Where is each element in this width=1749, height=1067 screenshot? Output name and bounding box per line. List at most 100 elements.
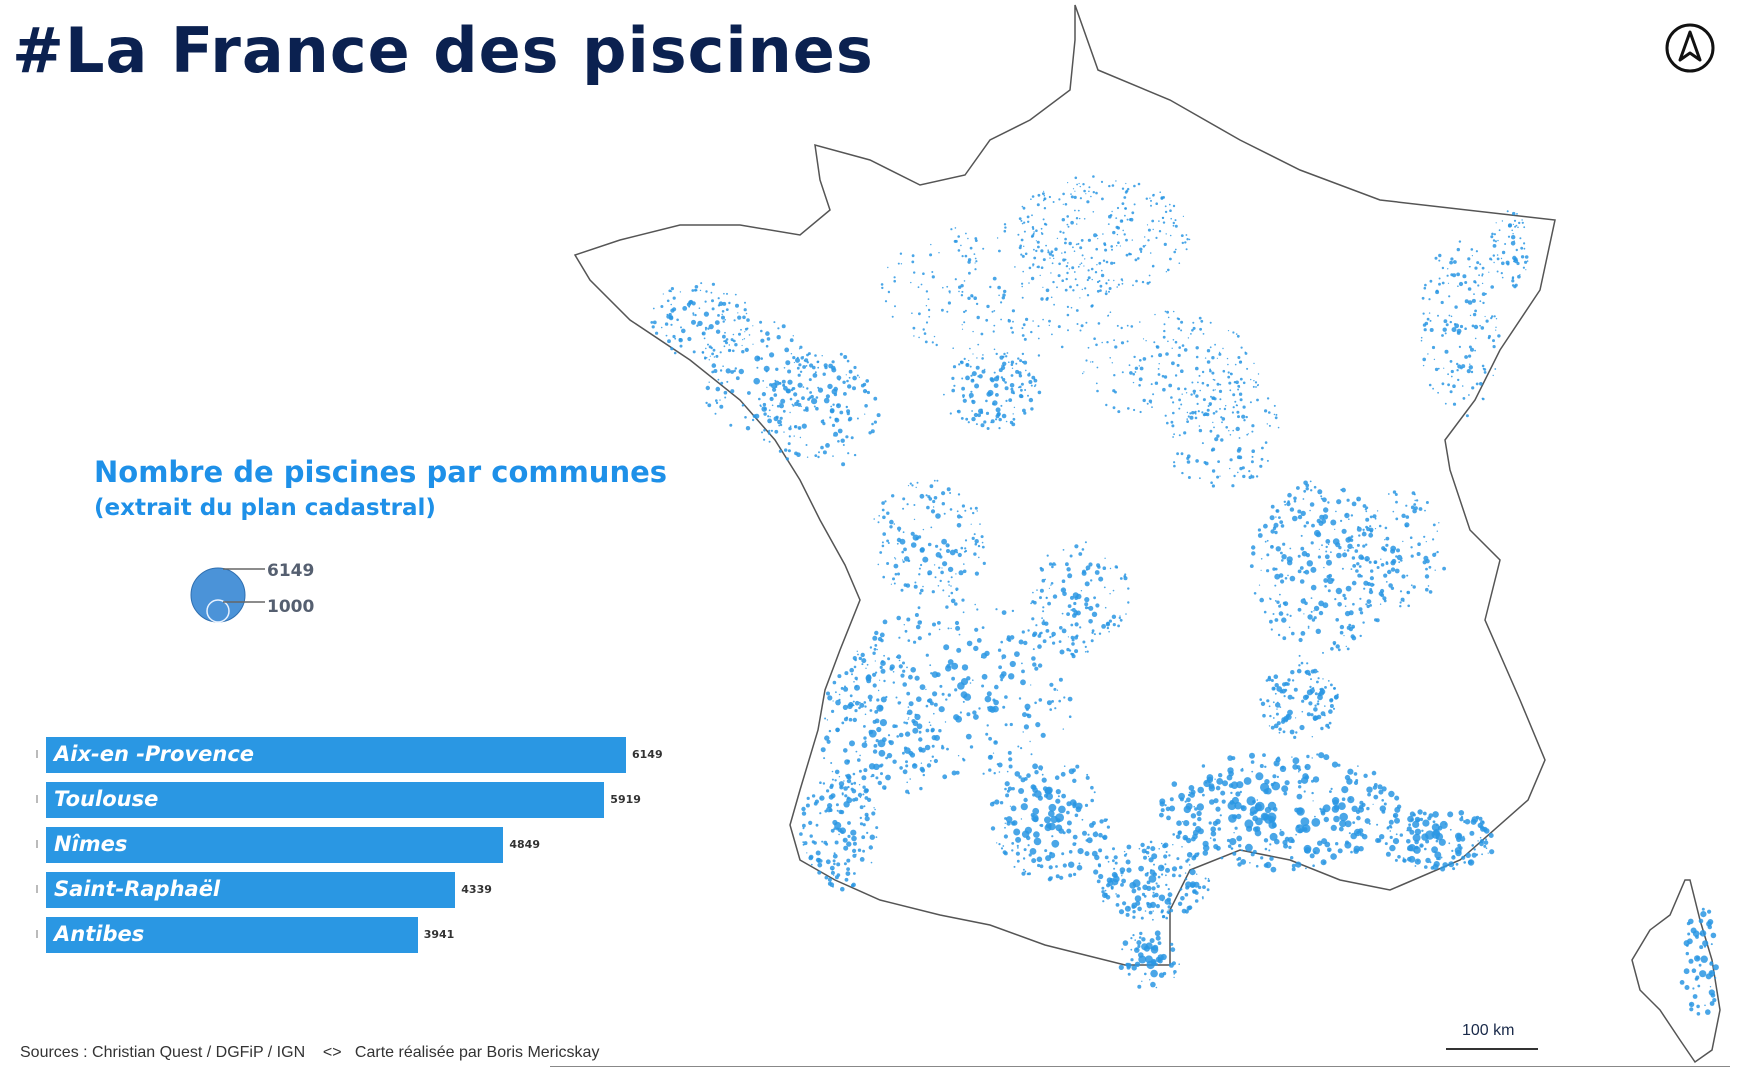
- pool-symbol: [1305, 867, 1307, 870]
- pool-symbol: [1239, 377, 1243, 381]
- pool-symbol: [823, 840, 828, 845]
- pool-symbol: [1362, 544, 1366, 548]
- pool-symbol: [1137, 984, 1142, 989]
- pool-symbol: [1301, 710, 1304, 713]
- pool-symbol: [1131, 211, 1135, 215]
- pool-symbol: [1446, 274, 1449, 277]
- pool-symbol: [1167, 911, 1171, 915]
- pool-symbol: [1273, 404, 1276, 407]
- pool-symbol: [963, 357, 966, 360]
- pool-symbol: [1251, 455, 1254, 458]
- pool-symbol: [833, 852, 836, 855]
- pool-symbol: [1066, 305, 1069, 308]
- pool-symbol: [846, 379, 849, 383]
- pool-symbol: [1219, 398, 1222, 401]
- pool-symbol: [819, 795, 825, 801]
- pool-symbol: [1087, 276, 1091, 280]
- pool-symbol: [976, 357, 978, 359]
- pool-symbol: [916, 696, 922, 702]
- pool-symbol: [1158, 220, 1160, 222]
- pool-symbol: [1172, 436, 1174, 438]
- pool-symbol: [1190, 393, 1193, 396]
- pool-symbol: [1335, 644, 1340, 649]
- pool-symbol: [911, 484, 914, 487]
- pool-symbol: [1158, 230, 1162, 233]
- pool-symbol: [1310, 713, 1314, 717]
- pool-symbol: [813, 801, 818, 806]
- pool-symbol: [1199, 327, 1202, 331]
- pool-symbol: [1359, 634, 1362, 638]
- pool-symbol: [1385, 543, 1389, 547]
- pool-symbol: [1291, 863, 1296, 868]
- pool-symbol: [672, 334, 676, 339]
- pool-symbol: [1031, 195, 1035, 198]
- pool-symbol: [935, 544, 939, 548]
- pool-symbol: [783, 384, 785, 386]
- pool-symbol: [926, 505, 930, 510]
- pool-symbol: [1259, 464, 1263, 468]
- pool-symbol: [927, 699, 931, 703]
- pool-symbol: [1031, 656, 1036, 661]
- pool-symbol: [1030, 753, 1033, 756]
- pool-symbol: [1337, 648, 1341, 652]
- pool-symbol: [1700, 955, 1708, 963]
- pool-symbol: [710, 346, 713, 350]
- pool-symbol: [1071, 266, 1075, 270]
- pool-symbol: [920, 283, 923, 286]
- pool-symbol: [734, 367, 737, 370]
- pool-symbol: [877, 521, 880, 524]
- pool-symbol: [1141, 280, 1145, 284]
- pool-symbol: [879, 719, 888, 727]
- pool-symbol: [1073, 195, 1077, 199]
- pool-symbol: [708, 324, 714, 330]
- pool-symbol: [931, 744, 935, 748]
- pool-symbol: [1068, 268, 1071, 270]
- pool-symbol: [1434, 851, 1442, 859]
- pool-symbol: [1355, 779, 1359, 782]
- pool-symbol: [1088, 619, 1093, 624]
- pool-symbol: [1384, 526, 1388, 530]
- pool-symbol: [1317, 489, 1323, 495]
- pool-symbol: [1235, 791, 1241, 797]
- pool-symbol: [1213, 379, 1216, 381]
- pool-symbol: [1022, 270, 1024, 273]
- pool-symbol: [1432, 552, 1437, 558]
- pool-symbol: [668, 289, 671, 293]
- pool-symbol: [1137, 257, 1140, 260]
- pool-symbol: [887, 290, 891, 294]
- pool-symbol: [1270, 628, 1273, 631]
- pool-symbol: [753, 377, 760, 385]
- pool-symbol: [698, 307, 701, 310]
- pool-symbol: [1052, 280, 1055, 284]
- pool-symbol: [1126, 324, 1129, 327]
- pool-symbol: [1113, 374, 1116, 377]
- pool-symbol: [1227, 801, 1237, 811]
- pool-symbol: [1072, 803, 1077, 807]
- pool-symbol: [844, 877, 849, 882]
- pool-symbol: [796, 366, 800, 370]
- pool-symbol: [1264, 806, 1272, 814]
- pool-symbol: [1191, 855, 1197, 861]
- pool-symbol: [1040, 266, 1044, 270]
- pool-symbol: [1139, 366, 1144, 371]
- pool-symbol: [1185, 234, 1188, 236]
- pool-symbol: [1516, 213, 1518, 215]
- pool-symbol: [1039, 824, 1042, 827]
- pool-symbol: [1344, 610, 1351, 617]
- pool-symbol: [1166, 897, 1172, 902]
- pool-symbol: [1062, 728, 1065, 730]
- pool-symbol: [854, 684, 860, 691]
- pool-symbol: [1238, 437, 1241, 439]
- pool-symbol: [1274, 584, 1277, 587]
- pool-symbol: [1245, 843, 1253, 852]
- pool-symbol: [1479, 324, 1481, 327]
- pool-symbol: [1118, 909, 1125, 915]
- pool-symbol: [1679, 980, 1685, 985]
- pool-symbol: [902, 769, 908, 775]
- pool-symbol: [1127, 187, 1130, 191]
- pool-symbol: [1003, 352, 1006, 356]
- pool-symbol: [1356, 815, 1361, 821]
- pool-symbol: [951, 388, 955, 393]
- pool-symbol: [919, 766, 925, 772]
- pool-symbol: [1272, 717, 1275, 719]
